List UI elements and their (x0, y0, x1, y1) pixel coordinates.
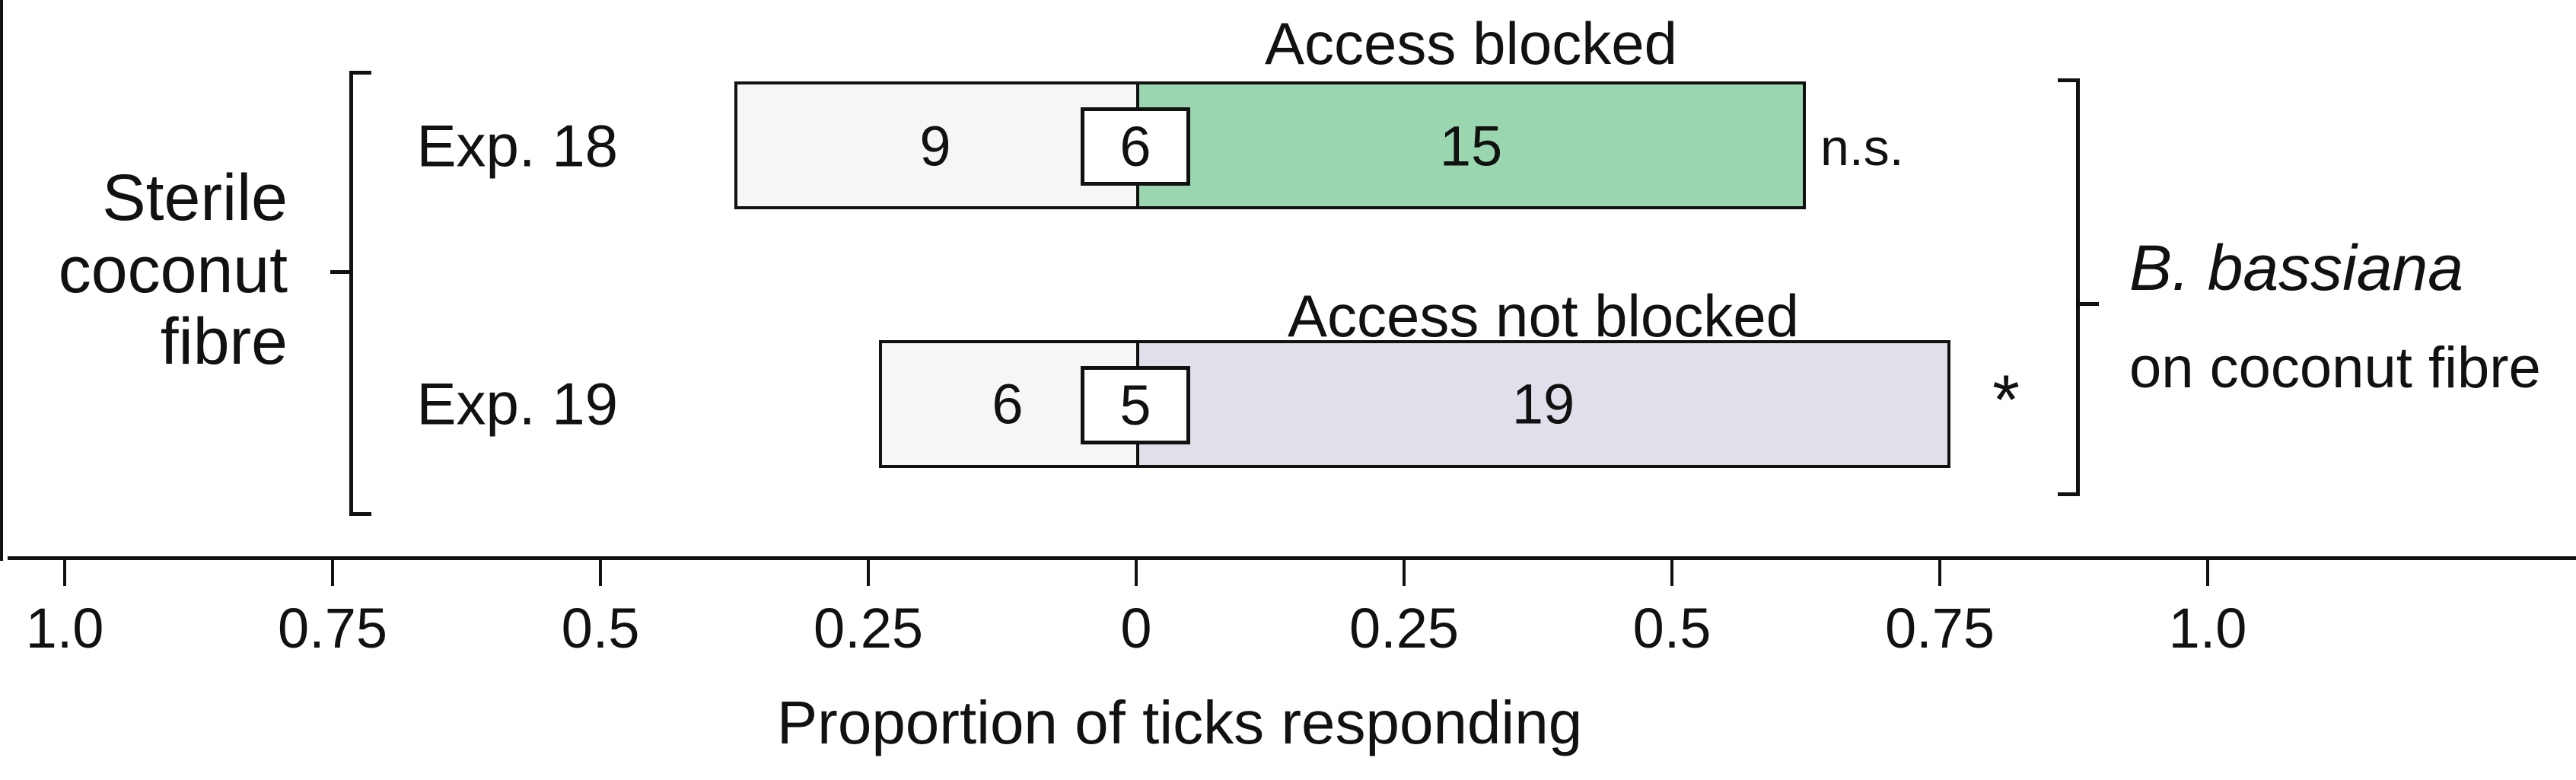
right-bracket-mid-tick (2080, 302, 2099, 306)
bar-exp-19-left-count: 6 (992, 372, 1024, 436)
x-axis-tick-left-0.75 (331, 559, 334, 586)
x-axis-tick-right-0.25 (1403, 559, 1406, 586)
bar-exp-18-bassiana-segment (1139, 84, 1803, 206)
x-axis-tick-zero (1135, 559, 1138, 586)
bar-exp-19-bassiana-segment (1139, 343, 1947, 465)
bar-exp-18 (734, 81, 1806, 209)
left-category-label: Sterile coconut fibre (59, 162, 288, 378)
x-axis-label-left-0.25: 0.25 (813, 597, 924, 660)
bar-exp-18-sterile-segment (737, 84, 1139, 206)
bar-exp-19-no-response-box: 5 (1081, 366, 1190, 444)
x-axis-label-right-0.5: 0.5 (1632, 597, 1711, 660)
bar-exp-19 (879, 340, 1950, 468)
exp-19-significance: * (1992, 361, 2020, 440)
right-bracket-bottom-hook (2058, 492, 2077, 496)
left-bracket-bottom-hook (352, 512, 371, 516)
bar-exp-19-no-response-count: 5 (1119, 374, 1151, 437)
condition-title-access-not-blocked: Access not blocked (1287, 282, 1800, 349)
bar-exp-19-right-count: 19 (1511, 372, 1575, 436)
left-bracket-vertical (349, 71, 353, 516)
right-category-substrate: on coconut fibre (2129, 336, 2541, 400)
x-axis-label-left-0.5: 0.5 (561, 597, 640, 660)
right-bracket-vertical (2076, 78, 2080, 496)
x-axis-label-zero: 0 (1120, 597, 1152, 660)
x-axis-tick-left-0.5 (599, 559, 602, 586)
x-axis-label-right-1.0: 1.0 (2168, 597, 2247, 660)
exp-18-label: Exp. 18 (416, 112, 618, 180)
zero-reference-line (0, 0, 3, 561)
exp-18-significance: n.s. (1820, 119, 1904, 177)
right-bracket-top-hook (2058, 78, 2077, 82)
x-axis-label-left-1.0: 1.0 (25, 597, 104, 660)
bar-exp-18-left-count: 9 (919, 114, 951, 178)
x-axis-label-left-0.75: 0.75 (277, 597, 388, 660)
x-axis-title: Proportion of ticks responding (776, 689, 1583, 756)
x-axis-label-right-0.75: 0.75 (1884, 597, 1995, 660)
bar-exp-18-right-count: 15 (1439, 114, 1503, 178)
left-bracket-mid-tick (330, 270, 349, 274)
left-category-line1: Sterile (102, 161, 288, 234)
bar-exp-18-no-response-box: 6 (1081, 107, 1190, 186)
x-axis-tick-right-1.0 (2206, 559, 2209, 586)
x-axis-label-right-0.25: 0.25 (1348, 597, 1460, 660)
x-axis-tick-right-0.5 (1670, 559, 1673, 586)
right-category-species: B. bassiana (2129, 232, 2463, 304)
bar-exp-18-no-response-count: 6 (1119, 115, 1151, 178)
condition-title-access-blocked: Access blocked (1265, 10, 1677, 77)
left-bracket-top-hook (352, 71, 371, 75)
x-axis-tick-right-0.75 (1938, 559, 1941, 586)
x-axis-tick-left-1.0 (63, 559, 66, 586)
left-category-line2: coconut (58, 233, 288, 307)
left-category-line3: fibre (160, 305, 288, 379)
exp-19-label: Exp. 19 (416, 370, 618, 438)
x-axis-tick-left-0.25 (867, 559, 870, 586)
x-axis-line (8, 556, 2576, 560)
